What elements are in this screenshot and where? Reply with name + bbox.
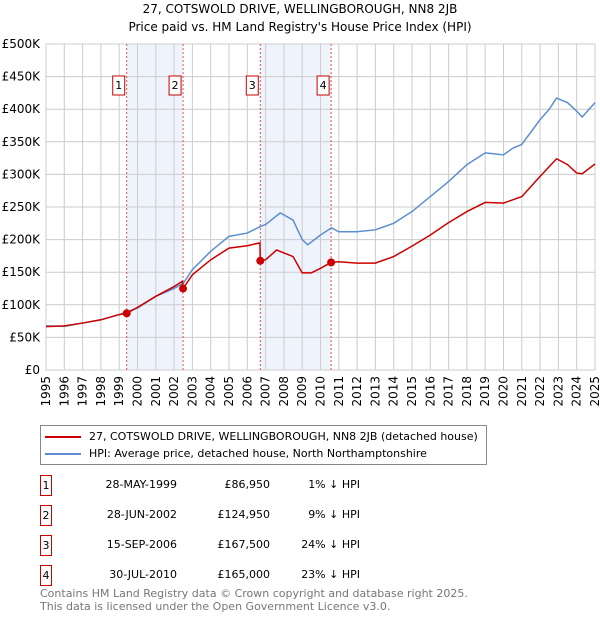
- x-tick-label: 2009: [295, 376, 309, 407]
- series-line: [45, 157, 596, 328]
- x-tick-label: 2021: [515, 376, 529, 407]
- sale-price: £124,950: [217, 508, 271, 521]
- y-tick-label: £300K: [2, 167, 42, 181]
- x-tick-label: 2011: [332, 376, 346, 407]
- y-tick-label: £50K: [9, 330, 41, 344]
- x-tick-label: 2010: [314, 376, 328, 407]
- sale-date: 28-JUN-2002: [106, 508, 177, 521]
- x-tick-label: 1997: [76, 376, 90, 407]
- sale-label: 2: [172, 79, 179, 92]
- sale-hpi-diff: 24% ↓ HPI: [301, 538, 360, 551]
- sale-row: 3 15-SEP-2006 £167,500 24% ↓ HPI: [40, 535, 360, 556]
- sale-label: 1: [115, 79, 122, 92]
- x-tick-label: 2007: [259, 376, 273, 407]
- legend: 27, COTSWOLD DRIVE, WELLINGBOROUGH, NN8 …: [40, 425, 487, 465]
- sale-number: 1: [40, 475, 52, 496]
- sale-label: 3: [249, 79, 256, 92]
- sale-price: £86,950: [224, 478, 271, 491]
- footer-line-2: This data is licensed under the Open Gov…: [40, 600, 391, 613]
- sale-row: 1 28-MAY-1999 £86,950 1% ↓ HPI: [40, 475, 360, 496]
- x-tick-label: 2024: [570, 376, 584, 407]
- legend-swatch-red: [45, 435, 81, 438]
- sale-row: 2 28-JUN-2002 £124,950 9% ↓ HPI: [40, 505, 360, 526]
- x-tick-label: 2019: [478, 376, 492, 407]
- x-tick-label: 2018: [460, 376, 474, 407]
- sale-date: 28-MAY-1999: [105, 478, 177, 491]
- plot-border: [45, 43, 596, 371]
- sale-label-box: [112, 75, 126, 96]
- x-tick-label: 1998: [94, 376, 108, 407]
- x-tick-label: 1996: [57, 376, 71, 407]
- sale-point: [122, 309, 131, 318]
- y-tick-label: £100K: [2, 298, 42, 312]
- x-tick-label: 2016: [423, 376, 437, 407]
- sale-date: 30-JUL-2010: [109, 568, 177, 581]
- legend-label-property: 27, COTSWOLD DRIVE, WELLINGBOROUGH, NN8 …: [89, 430, 478, 443]
- y-tick-label: £500K: [2, 37, 42, 51]
- y-tick-label: £350K: [2, 135, 42, 149]
- y-tick-label: £250K: [2, 200, 42, 214]
- x-tick-label: 2023: [551, 376, 565, 407]
- x-tick-label: 2006: [240, 376, 254, 407]
- x-tick-label: 2020: [497, 376, 511, 407]
- sale-point: [327, 258, 336, 267]
- y-tick-label: £150K: [2, 265, 42, 279]
- sale-price: £167,500: [217, 538, 271, 551]
- sale-price: £165,000: [217, 568, 271, 581]
- y-tick-label: £450K: [2, 70, 42, 84]
- footer: Contains HM Land Registry data © Crown c…: [40, 587, 468, 613]
- x-tick-label: 2001: [149, 376, 163, 407]
- x-tick-label: 2025: [588, 376, 600, 407]
- sale-label-box: [316, 75, 330, 96]
- chart-subtitle: Price paid vs. HM Land Registry's House …: [128, 20, 471, 34]
- series-line: [45, 97, 596, 328]
- sale-number: 3: [40, 535, 52, 556]
- chart-title: 27, COTSWOLD DRIVE, WELLINGBOROUGH, NN8 …: [143, 2, 458, 16]
- sale-point: [256, 256, 265, 265]
- x-tick-label: 1999: [112, 376, 126, 407]
- x-tick-label: 2000: [131, 376, 145, 407]
- y-tick-label: £200K: [2, 233, 42, 247]
- x-tick-label: 2004: [204, 376, 218, 407]
- sale-hpi-diff: 9% ↓ HPI: [308, 508, 360, 521]
- sale-label: 4: [320, 79, 327, 92]
- sale-hpi-diff: 23% ↓ HPI: [301, 568, 360, 581]
- sale-point: [179, 284, 188, 293]
- x-tick-label: 2012: [350, 376, 364, 407]
- x-tick-label: 2015: [405, 376, 419, 407]
- x-tick-label: 2017: [442, 376, 456, 407]
- price-chart: 27, COTSWOLD DRIVE, WELLINGBOROUGH, NN8 …: [2, 2, 600, 407]
- x-tick-label: 1995: [39, 376, 53, 407]
- sale-label-box: [245, 75, 259, 96]
- sale-number: 4: [40, 565, 52, 586]
- legend-swatch-blue: [45, 452, 81, 455]
- legend-label-hpi: HPI: Average price, detached house, Nort…: [89, 447, 427, 460]
- x-tick-label: 2003: [185, 376, 199, 407]
- sale-row: 4 30-JUL-2010 £165,000 23% ↓ HPI: [40, 565, 360, 586]
- sale-hpi-diff: 1% ↓ HPI: [308, 478, 360, 491]
- sale-label-box: [168, 75, 182, 96]
- y-tick-label: £400K: [2, 102, 42, 116]
- x-tick-label: 2013: [368, 376, 382, 407]
- x-tick-label: 2005: [222, 376, 236, 407]
- sale-date: 15-SEP-2006: [106, 538, 177, 551]
- sale-number: 2: [40, 505, 52, 526]
- y-tick-label: £0: [25, 363, 40, 377]
- x-tick-label: 2002: [167, 376, 181, 407]
- x-tick-label: 2008: [277, 376, 291, 407]
- x-tick-label: 2022: [533, 376, 547, 407]
- x-tick-label: 2014: [387, 376, 401, 407]
- footer-line-1: Contains HM Land Registry data © Crown c…: [40, 587, 468, 600]
